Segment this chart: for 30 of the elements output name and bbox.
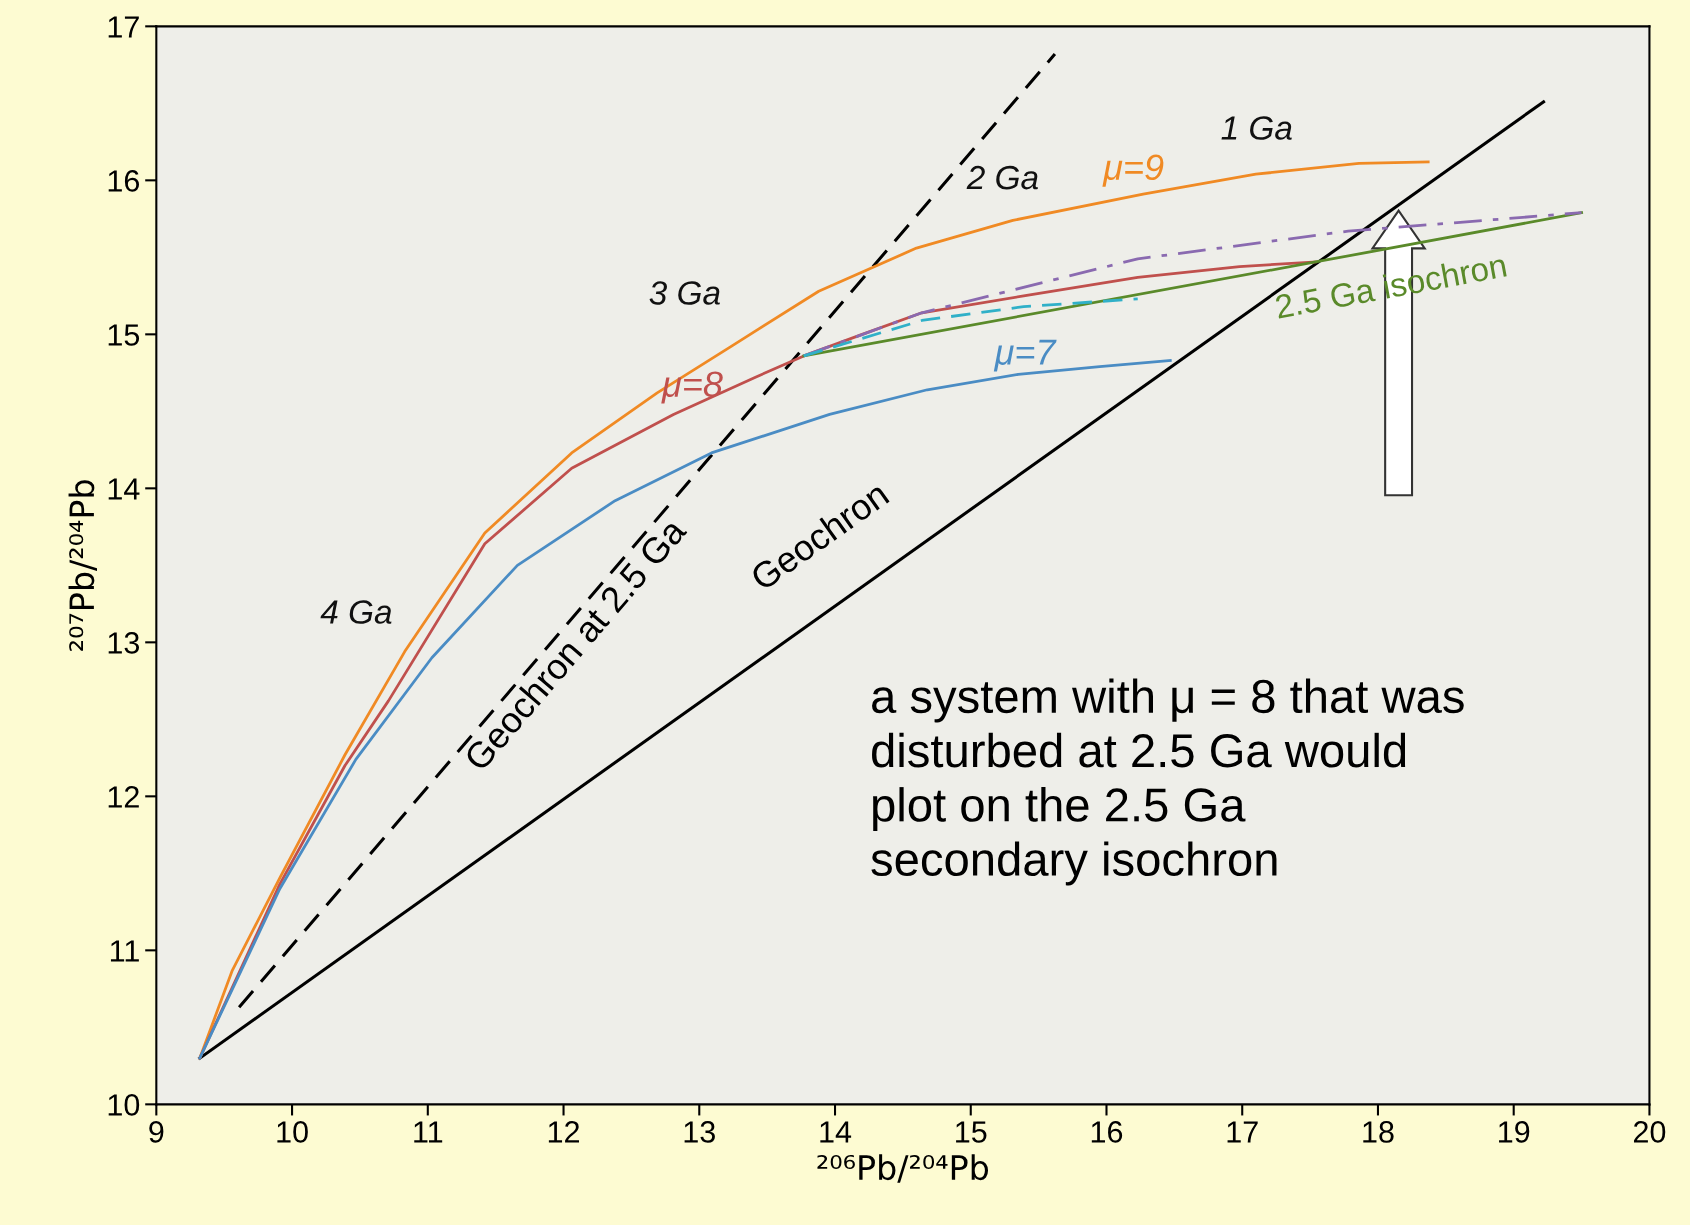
y-tick-label: 17 xyxy=(108,16,139,38)
annotation: a system with μ = 8 that was disturbed at 2.5 Ga would plot on the 2.5 Ga secondary isochron xyxy=(871,678,1464,886)
y-tick-label: 13 xyxy=(108,632,140,654)
x-tick-label: 13 xyxy=(684,1121,715,1143)
y-tick-label: 14 xyxy=(108,478,140,500)
y-tick-label: 11 xyxy=(110,940,139,962)
x-tick-label: 17 xyxy=(1227,1121,1258,1143)
x-tick-label: 19 xyxy=(1499,1121,1530,1143)
y-tick-label: 10 xyxy=(108,1094,140,1116)
y-tick-label: 12 xyxy=(108,786,139,808)
x-tick-label: 14 xyxy=(820,1121,852,1143)
annotation: 3 Ga xyxy=(649,281,720,305)
x-tick-label: 12 xyxy=(548,1121,579,1143)
x-tick-label: 11 xyxy=(414,1121,443,1143)
x-tick-label: 9 xyxy=(149,1121,164,1143)
x-tick-label: 16 xyxy=(1091,1121,1123,1143)
x-tick-label: 20 xyxy=(1633,1121,1666,1143)
annotation: 4 Ga xyxy=(320,600,392,624)
x-tick-label: 15 xyxy=(956,1121,987,1143)
annotation: 2 Ga xyxy=(966,165,1038,190)
y-axis-title: ²⁰⁷Pb/²⁰⁴Pb xyxy=(68,480,97,651)
x-tick-label: 10 xyxy=(277,1121,308,1143)
annotation: 1 Ga xyxy=(1221,116,1292,140)
series-label: μ=7 xyxy=(993,339,1057,372)
series-label: μ=9 xyxy=(1102,154,1164,187)
y-tick-label: 16 xyxy=(108,170,140,192)
y-tick-label: 15 xyxy=(108,324,140,346)
text: 2.5 Ga isochron xyxy=(1274,252,1507,319)
x-axis-title: ²⁰⁶Pb/²⁰⁴Pb xyxy=(817,1154,989,1183)
x-tick-label: 18 xyxy=(1363,1121,1394,1143)
